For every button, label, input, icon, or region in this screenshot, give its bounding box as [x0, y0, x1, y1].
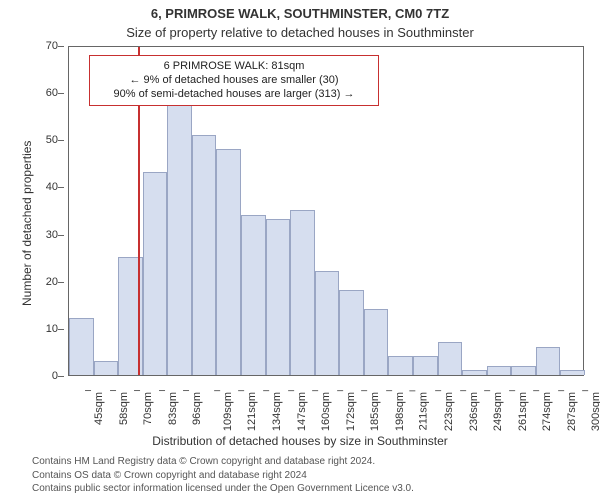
histogram-bar	[536, 347, 561, 375]
histogram-bar	[388, 356, 413, 375]
histogram-bar	[315, 271, 340, 375]
x-axis-label: Distribution of detached houses by size …	[0, 434, 600, 448]
x-tick: 300sqm	[591, 392, 600, 431]
credits-text: Contains HM Land Registry data © Crown c…	[32, 455, 414, 496]
histogram-bar	[94, 361, 119, 375]
histogram-bar	[69, 318, 94, 375]
y-tick: 0	[0, 370, 58, 382]
chart-frame: 6, PRIMROSE WALK, SOUTHMINSTER, CM0 7TZ …	[0, 0, 600, 500]
property-callout-box: 6 PRIMROSE WALK: 81sqm ← 9% of detached …	[89, 55, 379, 106]
x-tick: 274sqm	[541, 392, 553, 431]
histogram-bar	[266, 219, 291, 375]
credits-line-2: Contains OS data © Crown copyright and d…	[32, 469, 414, 483]
x-tick: 121sqm	[247, 392, 259, 431]
y-tick: 20	[0, 276, 58, 288]
histogram-bar	[167, 102, 192, 375]
x-tick: 249sqm	[492, 392, 504, 431]
x-tick: 198sqm	[394, 392, 406, 431]
histogram-bar	[487, 366, 512, 375]
x-tick: 134sqm	[271, 392, 283, 431]
x-tick: 160sqm	[320, 392, 332, 431]
x-tick: 83sqm	[167, 392, 179, 425]
x-tick: 261sqm	[517, 392, 529, 431]
y-tick: 10	[0, 323, 58, 335]
credits-line-1: Contains HM Land Registry data © Crown c…	[32, 455, 414, 469]
y-tick: 50	[0, 134, 58, 146]
x-tick: 223sqm	[443, 392, 455, 431]
histogram-bar	[413, 356, 438, 375]
histogram-bar	[143, 172, 168, 375]
chart-title-line2: Size of property relative to detached ho…	[0, 25, 600, 40]
callout-line-3: 90% of semi-detached houses are larger (…	[98, 88, 370, 102]
x-tick: 236sqm	[468, 392, 480, 431]
credits-line-3: Contains public sector information licen…	[32, 482, 414, 496]
y-tick: 30	[0, 229, 58, 241]
histogram-bar	[462, 370, 487, 375]
histogram-bar	[290, 210, 315, 375]
histogram-bar	[364, 309, 389, 375]
histogram-bar	[560, 370, 585, 375]
x-tick: 287sqm	[566, 392, 578, 431]
y-tick: 40	[0, 181, 58, 193]
x-tick: 109sqm	[222, 392, 234, 431]
x-tick: 58sqm	[118, 392, 130, 425]
y-tick: 70	[0, 40, 58, 52]
chart-title-line1: 6, PRIMROSE WALK, SOUTHMINSTER, CM0 7TZ	[0, 6, 600, 21]
x-tick: 185sqm	[369, 392, 381, 431]
y-tick: 60	[0, 87, 58, 99]
plot-area: 6 PRIMROSE WALK: 81sqm ← 9% of detached …	[68, 46, 584, 376]
callout-line-2: ← 9% of detached houses are smaller (30)	[98, 74, 370, 88]
histogram-bar	[216, 149, 241, 375]
x-tick: 45sqm	[93, 392, 105, 425]
histogram-bar	[339, 290, 364, 375]
x-tick: 211sqm	[418, 392, 430, 430]
x-tick: 172sqm	[345, 392, 357, 431]
x-tick: 70sqm	[142, 392, 154, 425]
histogram-bar	[192, 135, 217, 375]
x-tick: 147sqm	[296, 392, 308, 431]
histogram-bar	[511, 366, 536, 375]
x-tick: 96sqm	[191, 392, 203, 425]
callout-line-1: 6 PRIMROSE WALK: 81sqm	[98, 60, 370, 74]
histogram-bar	[438, 342, 463, 375]
histogram-bar	[241, 215, 266, 375]
